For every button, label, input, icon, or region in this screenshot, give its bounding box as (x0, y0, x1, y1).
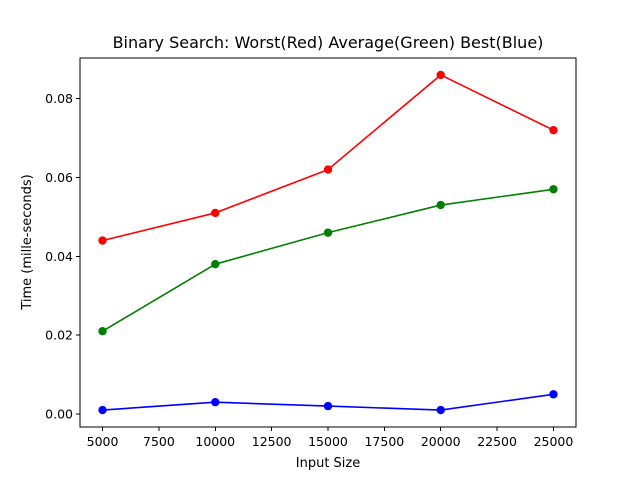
worst-series-point (323, 165, 333, 174)
x-tick-label: 5000 (87, 434, 119, 449)
series-layer (98, 70, 558, 415)
x-tick-label: 20000 (421, 434, 461, 449)
worst-series-point (436, 70, 445, 80)
x-tick-label: 15000 (308, 434, 348, 449)
average-series-point (549, 185, 558, 194)
x-tick-label: 25000 (534, 434, 574, 449)
x-axis-label: Input Size (296, 456, 360, 471)
best-series-point (211, 397, 220, 407)
average-series-point (211, 259, 220, 269)
x-tick-label: 10000 (195, 434, 235, 449)
y-tick-label: 0.04 (45, 249, 73, 264)
x-tick-label: 12500 (252, 434, 292, 449)
average-series-point (436, 200, 445, 210)
best-series-point (549, 390, 558, 399)
x-tick-label: 22500 (477, 434, 517, 449)
y-tick-label: 0.06 (45, 170, 73, 185)
y-tick-label: 0.08 (45, 91, 73, 106)
average-series-point (323, 228, 333, 237)
worst-series-point (211, 208, 220, 218)
best-series-point (436, 405, 445, 415)
worst-series-point (549, 125, 558, 135)
y-axis-ticks: 0.00 0.02 0.04 0.06 0.08 (45, 91, 80, 421)
x-axis-ticks: 5000 7500 10000 12500 15000 17500 20000 22500 25… (87, 427, 574, 449)
y-tick-label: 0.02 (45, 328, 73, 343)
best-series-point (98, 405, 107, 415)
x-tick-label: 7500 (143, 434, 175, 449)
worst-series-point (98, 236, 107, 245)
average-series-point (98, 327, 107, 336)
y-tick-label: 0.00 (45, 406, 73, 421)
x-tick-label: 17500 (364, 434, 404, 449)
chart-title: Binary Search: Worst(Red) Average(Green)… (113, 33, 544, 52)
best-series-point (323, 401, 333, 411)
y-axis-label: Time (mille-seconds) (20, 174, 35, 310)
